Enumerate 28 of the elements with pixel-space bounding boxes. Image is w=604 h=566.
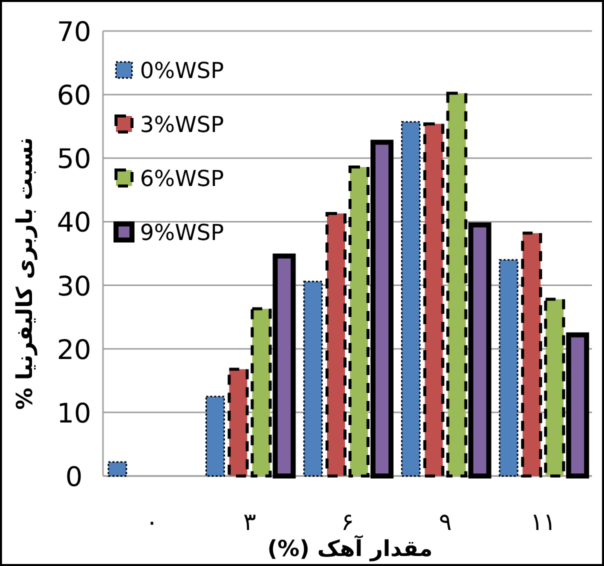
bar [401, 121, 421, 477]
x-axis-title: مقدار آهک (%) [267, 535, 433, 562]
y-axis-title: نسبت باربری کالیفرنیا % [13, 137, 38, 410]
bar [108, 461, 128, 477]
bar [521, 232, 542, 478]
bar [205, 396, 225, 477]
y-tick-label: 0 [65, 462, 83, 493]
y-tick-label: 30 [56, 271, 92, 302]
legend-label: 6%WSP [140, 167, 224, 192]
y-tick-label: 40 [56, 208, 92, 239]
legend-label: 3%WSP [140, 113, 224, 138]
y-tick-label: 10 [56, 398, 92, 430]
y-tick-label: 50 [56, 144, 92, 176]
x-tick-label: ۹ [438, 508, 452, 536]
bar [303, 280, 323, 477]
x-tick-label: ۱۱ [530, 508, 556, 536]
bar [228, 368, 249, 478]
x-tick-label: ۶ [341, 508, 354, 536]
x-tick-label: ۰ [145, 508, 158, 536]
x-tick-label: ۳ [243, 508, 256, 536]
y-tick-label: 60 [56, 80, 92, 112]
bar [498, 259, 518, 477]
legend-label: 9%WSP [140, 221, 224, 246]
y-tick-label: 20 [56, 334, 92, 366]
bar [423, 122, 444, 478]
legend-label: 0%WSP [140, 59, 224, 84]
y-tick-label: 70 [56, 17, 92, 48]
bar [326, 212, 346, 478]
